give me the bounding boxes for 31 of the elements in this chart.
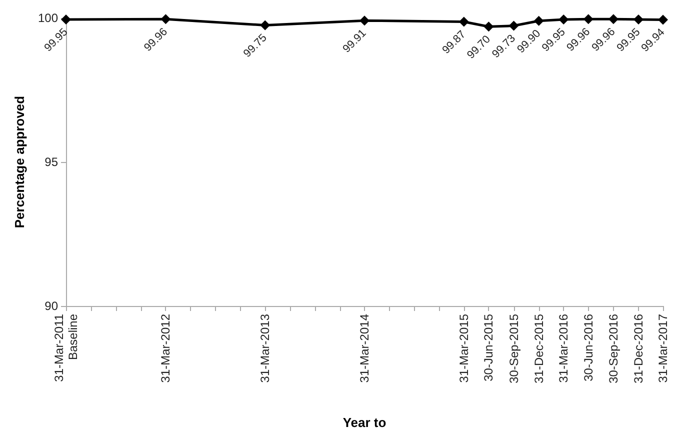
x-tick-label: 31-Mar-2014 <box>358 314 372 383</box>
x-axis-title: Year to <box>342 415 386 430</box>
y-axis-title: Percentage approved <box>12 96 27 228</box>
point <box>260 20 270 30</box>
x-tick-label: 31-Mar-2015 <box>456 314 471 383</box>
point <box>558 14 569 24</box>
x-tick-label: 31-Dec-2016 <box>631 314 646 384</box>
y-tick-label: 100 <box>38 11 58 25</box>
x-tick-label: 31-Mar-2012 <box>158 314 173 383</box>
point <box>534 16 544 26</box>
x-tick-label: 31-Mar-2011 Baseline <box>52 314 80 382</box>
x-tick-label: 30-Sep-2015 <box>506 314 521 384</box>
point <box>360 16 370 26</box>
point <box>61 14 71 24</box>
x-tick-label: 31-Mar-2016 <box>556 314 571 383</box>
x-tick-label: 30-Sep-2016 <box>606 314 620 384</box>
point <box>583 14 594 24</box>
point <box>484 22 494 32</box>
x-tick-label: 31-Mar-2017 <box>656 314 670 383</box>
point <box>658 14 668 25</box>
y-tick-label: 90 <box>44 299 58 313</box>
point <box>633 14 644 24</box>
x-tick-label: 31-Dec-2015 <box>532 314 546 384</box>
x-tick-label: 30-Jun-2016 <box>581 314 596 382</box>
y-tick-label: 95 <box>44 155 58 169</box>
x-tick-label: 31-Mar-2013 <box>258 314 272 383</box>
x-tick-label: 30-Jun-2015 <box>482 314 496 382</box>
point <box>160 14 171 24</box>
point <box>458 16 469 27</box>
point <box>508 20 519 31</box>
point <box>608 14 618 24</box>
